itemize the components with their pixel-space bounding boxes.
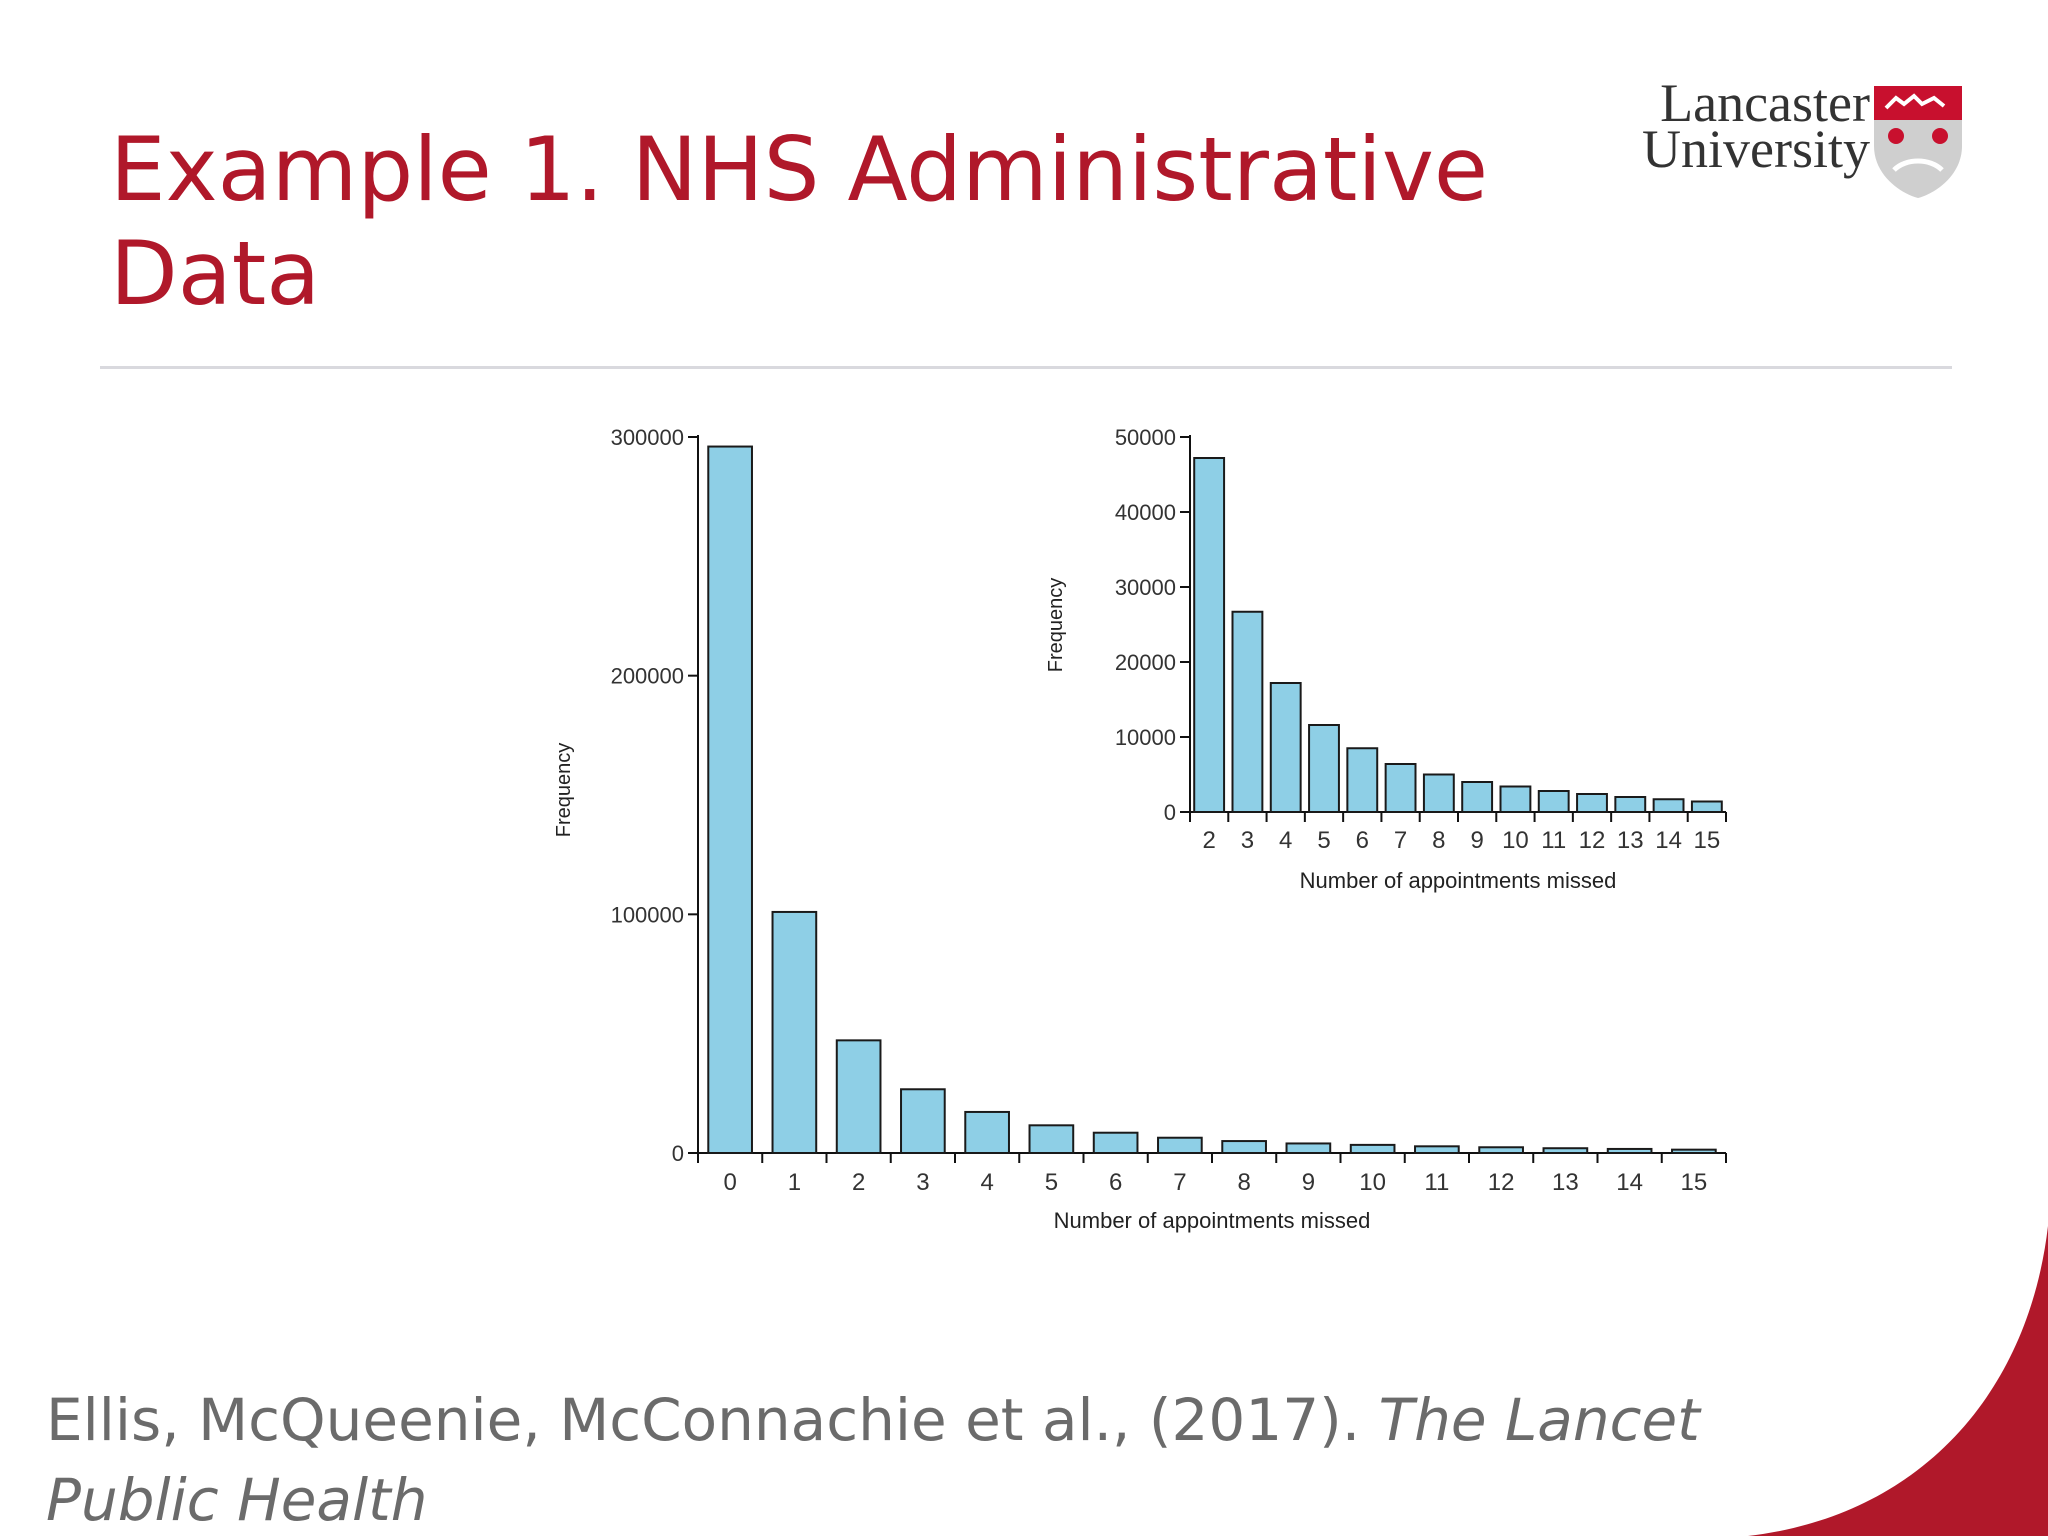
main-x-tick-label: 12 [1488,1169,1515,1196]
inset-x-tick-label: 14 [1655,827,1682,854]
main-x-axis-title: Number of appointments missed [1054,1208,1371,1233]
inset-y-tick-label: 50000 [1115,425,1176,450]
logo-line-1: Lancaster [1660,73,1870,133]
inset-x-tick-label: 5 [1317,827,1330,854]
inset-x-tick-label: 3 [1241,827,1254,854]
inset-x-tick-label: 8 [1432,827,1445,854]
main-x-tick-label: 14 [1616,1169,1643,1196]
inset-y-axis-title: Frequency [1045,578,1067,673]
inset-bar-9 [1461,781,1494,813]
main-y-tick-label: 300000 [611,425,684,450]
citation-authors: Ellis, McQueenie, McConnachie et al., (2… [46,1386,1361,1454]
inset-x-tick-label: 13 [1617,827,1644,854]
inset-x-tick-label: 15 [1694,827,1721,854]
main-bar-4 [964,1110,1010,1155]
main-x-tick-label: 3 [916,1169,929,1196]
logo-line-2: University [1642,119,1870,179]
inset-x-axis-title: Number of appointments missed [1300,868,1617,893]
inset-y-tick-label: 30000 [1115,575,1176,600]
inset-bar-4 [1269,682,1302,813]
main-y-tick-label: 100000 [611,902,684,927]
inset-bar-15 [1690,800,1723,813]
main-x-tick-label: 11 [1424,1169,1449,1196]
main-x-tick-label: 2 [852,1169,865,1196]
main-x-tick-label: 5 [1045,1169,1058,1196]
inset-x-tick-label: 9 [1470,827,1483,854]
main-bar-0 [707,445,753,1154]
inset-y-tick-label: 40000 [1115,500,1176,525]
inset-y-tick-label: 10000 [1115,725,1176,750]
main-x-tick-label: 8 [1237,1169,1250,1196]
main-bar-2 [835,1039,882,1155]
main-x-tick-label: 9 [1302,1169,1315,1196]
main-bar-1 [771,910,818,1154]
main-y-axis-title: Frequency [553,743,575,838]
university-crest-icon [1874,86,1962,198]
inset-x-tick-label: 6 [1356,827,1369,854]
main-y-tick-label: 200000 [611,664,684,689]
inset-bar-3 [1231,610,1264,813]
main-x-tick-label: 6 [1109,1169,1122,1196]
inset-x-tick-label: 10 [1502,827,1529,854]
inset-y-tick-label: 20000 [1115,650,1176,675]
main-bar-12 [1478,1146,1524,1154]
main-x-tick-label: 4 [980,1169,993,1196]
inset-bar-5 [1308,724,1340,813]
main-y-tick-label: 0 [672,1141,684,1166]
main-x-tick-label: 0 [723,1169,736,1196]
main-bar-11 [1414,1145,1460,1155]
citation: Ellis, McQueenie, McConnachie et al., (2… [46,1380,1806,1540]
main-x-tick-label: 10 [1359,1169,1386,1196]
main-bar-3 [900,1088,946,1154]
main-bar-7 [1157,1136,1203,1155]
logo-wordmark: Lancaster University [1600,73,1870,179]
citation-journal: The Lancet Public Health [46,1386,1700,1534]
inset-bar-13 [1614,796,1647,813]
inset-x-tick-label: 12 [1579,827,1606,854]
slide-title: Example 1. NHS Administrative Data [110,118,1489,325]
inset-x-tick-label: 4 [1279,827,1292,854]
inset-bar-10 [1499,785,1532,813]
main-bar-8 [1221,1140,1267,1154]
main-x-tick-label: 1 [788,1169,801,1196]
inset-bar-2 [1193,457,1226,813]
main-x-tick-label: 7 [1173,1169,1186,1196]
inset-bar-14 [1652,798,1685,813]
inset-y-tick-label: 0 [1164,800,1176,825]
main-bar-15 [1671,1148,1717,1155]
main-bar-6 [1092,1131,1139,1155]
inset-bar-11 [1537,790,1570,813]
inset-bar-12 [1576,793,1608,813]
main-bar-13 [1542,1147,1589,1155]
title-divider [100,366,1952,369]
corner-decoration [1748,1226,2048,1536]
inset-bar-8 [1422,773,1455,813]
main-bar-14 [1606,1147,1653,1154]
main-bar-10 [1349,1143,1396,1155]
inset-bar-6 [1346,747,1379,813]
main-bar-9 [1285,1142,1332,1155]
inset-bar-7 [1384,763,1417,813]
main-bar-5 [1028,1124,1075,1155]
main-x-tick-label: 15 [1681,1169,1708,1196]
inset-x-tick-label: 2 [1202,827,1215,854]
inset-x-tick-label: 11 [1541,827,1566,854]
lancaster-university-logo: Lancaster University [1600,73,1980,200]
inset-x-tick-label: 7 [1394,827,1407,854]
main-x-tick-label: 13 [1552,1169,1579,1196]
